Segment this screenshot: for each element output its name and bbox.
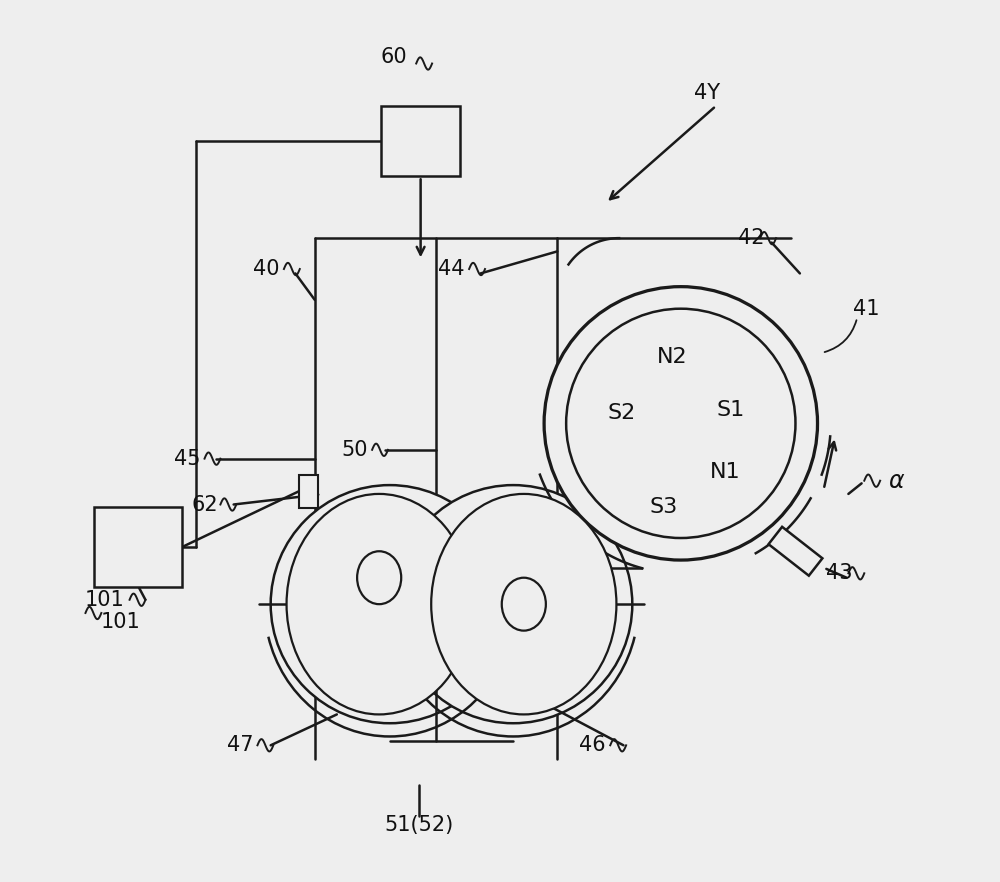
- Text: 43: 43: [826, 564, 853, 583]
- Text: S2: S2: [608, 403, 636, 422]
- Text: 50: 50: [341, 440, 368, 460]
- Text: N1: N1: [710, 462, 740, 482]
- Circle shape: [394, 485, 632, 723]
- Text: 51(52): 51(52): [384, 815, 453, 834]
- Circle shape: [544, 287, 818, 560]
- Text: 41: 41: [853, 299, 879, 318]
- Text: 101: 101: [101, 612, 141, 632]
- Text: 60: 60: [381, 48, 407, 67]
- Text: 45: 45: [174, 449, 200, 468]
- Bar: [94, 507, 182, 587]
- Text: 62: 62: [191, 495, 218, 514]
- Text: 40: 40: [253, 259, 280, 279]
- Ellipse shape: [502, 578, 546, 631]
- Text: 42: 42: [738, 228, 765, 248]
- Text: 44: 44: [438, 259, 465, 279]
- Text: N2: N2: [657, 348, 687, 367]
- Text: S1: S1: [717, 400, 745, 420]
- Text: 4Y: 4Y: [694, 83, 720, 102]
- Bar: [299, 475, 318, 508]
- Text: S3: S3: [649, 497, 677, 517]
- Bar: [769, 527, 822, 576]
- Ellipse shape: [431, 494, 616, 714]
- Circle shape: [271, 485, 509, 723]
- Bar: [381, 106, 460, 176]
- Text: 47: 47: [227, 736, 253, 755]
- Bar: [429, 534, 444, 653]
- Ellipse shape: [287, 494, 472, 714]
- Text: 46: 46: [579, 736, 606, 755]
- Circle shape: [566, 309, 795, 538]
- Ellipse shape: [357, 551, 401, 604]
- Text: 101: 101: [85, 590, 125, 609]
- Text: α: α: [888, 468, 904, 493]
